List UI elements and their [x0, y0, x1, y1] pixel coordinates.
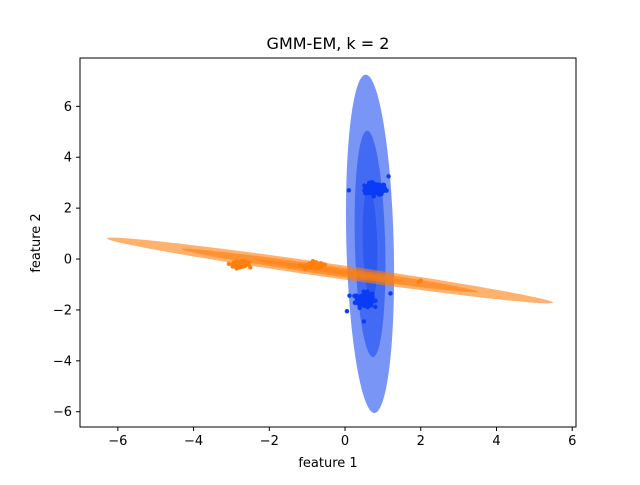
cluster-1-point [376, 187, 381, 192]
cluster-1-point [373, 304, 378, 310]
y-axis-ticks: −6 −4 −2 0 2 4 6 [53, 100, 80, 420]
cluster-1-point [369, 299, 374, 304]
cluster-1-point [373, 298, 378, 303]
cluster-2-point [248, 265, 253, 270]
cluster-1-point [354, 293, 359, 298]
cluster-1-point [362, 299, 368, 305]
y-tick-label: −4 [53, 354, 72, 369]
cluster-2-point [416, 279, 422, 285]
cluster-2-point [240, 261, 246, 267]
x-tick-label: 2 [417, 434, 425, 449]
y-tick-label: 2 [64, 202, 72, 217]
cluster-2-point [226, 261, 232, 267]
cluster-1-point [364, 190, 370, 196]
x-tick-label: −4 [184, 434, 203, 449]
y-tick-label: 4 [64, 151, 72, 166]
cluster-1-point [370, 291, 375, 296]
x-tick-label: 4 [492, 434, 500, 449]
cluster-1-point [386, 174, 391, 179]
cluster-1-point [346, 188, 352, 193]
cluster-1-point [344, 309, 350, 314]
cluster-1-point [357, 305, 362, 311]
cluster-1-point [347, 293, 352, 298]
cluster-1-point [380, 184, 386, 189]
cluster-2-point [308, 263, 314, 268]
cluster-1-point [379, 187, 385, 193]
y-tick-label: 0 [64, 253, 72, 268]
plot-content [106, 74, 553, 413]
cluster-2-point [322, 262, 327, 267]
cluster-2-point [236, 263, 242, 268]
cluster-1-point [368, 187, 374, 193]
y-tick-label: 6 [64, 100, 72, 115]
y-axis-label: feature 2 [29, 213, 44, 272]
cluster-2-point [297, 263, 302, 268]
cluster-1-point [368, 303, 374, 308]
cluster-2-point [316, 262, 322, 268]
cluster-1-point [383, 187, 388, 192]
cluster-1-point [361, 319, 367, 324]
x-tick-label: 6 [568, 434, 576, 449]
cluster-1-point [373, 182, 378, 188]
x-tick-label: 0 [341, 434, 349, 449]
x-tick-label: −2 [260, 434, 279, 449]
x-tick-label: −6 [108, 434, 127, 449]
axes-frame [79, 57, 577, 428]
x-axis-label: feature 1 [298, 456, 357, 471]
cluster-1-point [357, 299, 363, 304]
y-tick-label: −2 [53, 303, 72, 318]
chart-title: GMM-EM, k = 2 [267, 34, 390, 53]
y-tick-label: −6 [53, 405, 72, 420]
cluster-1-point [364, 183, 370, 189]
cluster-2-point [243, 261, 249, 267]
cluster-1-point [388, 291, 393, 296]
cluster-2-ellipse-3 [255, 259, 404, 282]
cluster-2-point [312, 264, 318, 269]
cluster-1-point [360, 294, 366, 299]
x-axis-ticks: −6 −4 −2 0 2 4 6 [108, 427, 576, 449]
